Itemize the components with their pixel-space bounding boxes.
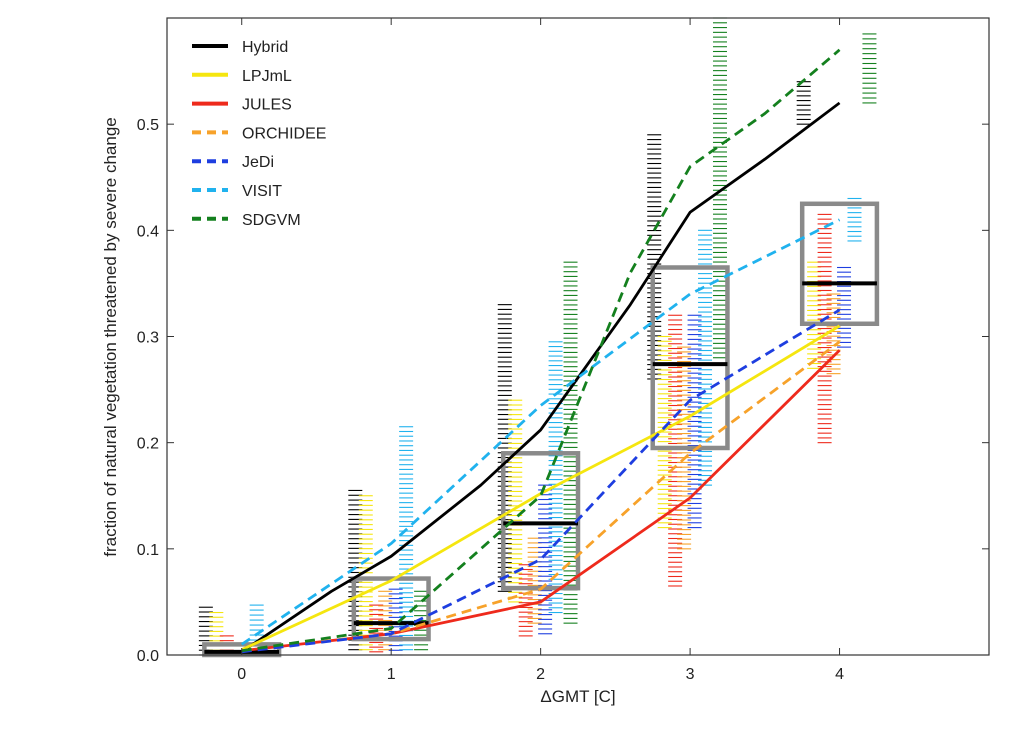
legend-label: Hybrid: [242, 39, 288, 56]
y-tick-label: 0.5: [137, 117, 159, 134]
series-line-hybrid: [240, 101, 841, 653]
legend-label: ORCHIDEE: [242, 125, 326, 142]
rug-group: [538, 484, 553, 635]
series-line-visit: [240, 218, 841, 646]
y-tick-label: 0.3: [137, 330, 159, 347]
y-tick-label: 0.4: [137, 223, 159, 240]
rug-group: [548, 341, 563, 614]
x-tick-label: 0: [237, 666, 246, 683]
x-tick-label: 2: [536, 666, 545, 683]
rug-marks: [198, 17, 877, 656]
legend: Hybrid LPJmL JULES ORCHIDEE JeDi VISIT SDGVM: [192, 39, 326, 229]
legend-item-sdgvm: SDGVM: [192, 212, 301, 229]
rug-group: [647, 134, 662, 380]
x-axis-label: ΔGMT [C]: [540, 687, 615, 706]
box: [650, 265, 730, 451]
rug-group: [847, 197, 862, 242]
legend-label: VISIT: [242, 183, 282, 200]
rug-group: [657, 335, 672, 529]
axis-ticks: 0 1 2 3 4 0.0 0.1 0.2 0.3 0.4 0.5: [137, 18, 989, 683]
rug-group: [796, 81, 811, 125]
rug-group: [399, 426, 414, 651]
legend-item-jules: JULES: [192, 97, 292, 114]
y-axis-label: fraction of natural vegetation threatene…: [101, 117, 120, 556]
x-tick-label: 3: [686, 666, 695, 683]
legend-item-lpjml: LPJmL: [192, 68, 292, 85]
box: [799, 201, 880, 327]
rug-group: [563, 261, 578, 624]
legend-item-visit: VISIT: [192, 183, 282, 200]
rug-group: [862, 33, 877, 104]
legend-label: SDGVM: [242, 212, 301, 229]
y-tick-label: 0.0: [137, 648, 159, 665]
rug-group: [817, 213, 832, 444]
x-tick-label: 4: [835, 666, 844, 683]
series-line-jules: [241, 349, 841, 653]
legend-item-hybrid: Hybrid: [192, 39, 288, 56]
rug-group: [668, 314, 683, 587]
box: [351, 576, 431, 642]
legend-item-jedi: JeDi: [192, 154, 274, 171]
x-tick-label: 1: [387, 666, 396, 683]
rug-group: [209, 611, 224, 656]
legend-label: LPJmL: [242, 68, 292, 85]
series-lines: [240, 48, 841, 654]
legend-label: JeDi: [242, 154, 274, 171]
series-line-jedi: [241, 308, 841, 654]
rug-group: [837, 266, 852, 348]
legend-label: JULES: [242, 97, 292, 114]
y-tick-label: 0.1: [137, 542, 159, 559]
rug-group: [698, 229, 713, 486]
series-line-sdgvm: [241, 48, 841, 653]
legend-item-orchidee: ORCHIDEE: [192, 125, 326, 142]
y-tick-label: 0.2: [137, 436, 159, 453]
